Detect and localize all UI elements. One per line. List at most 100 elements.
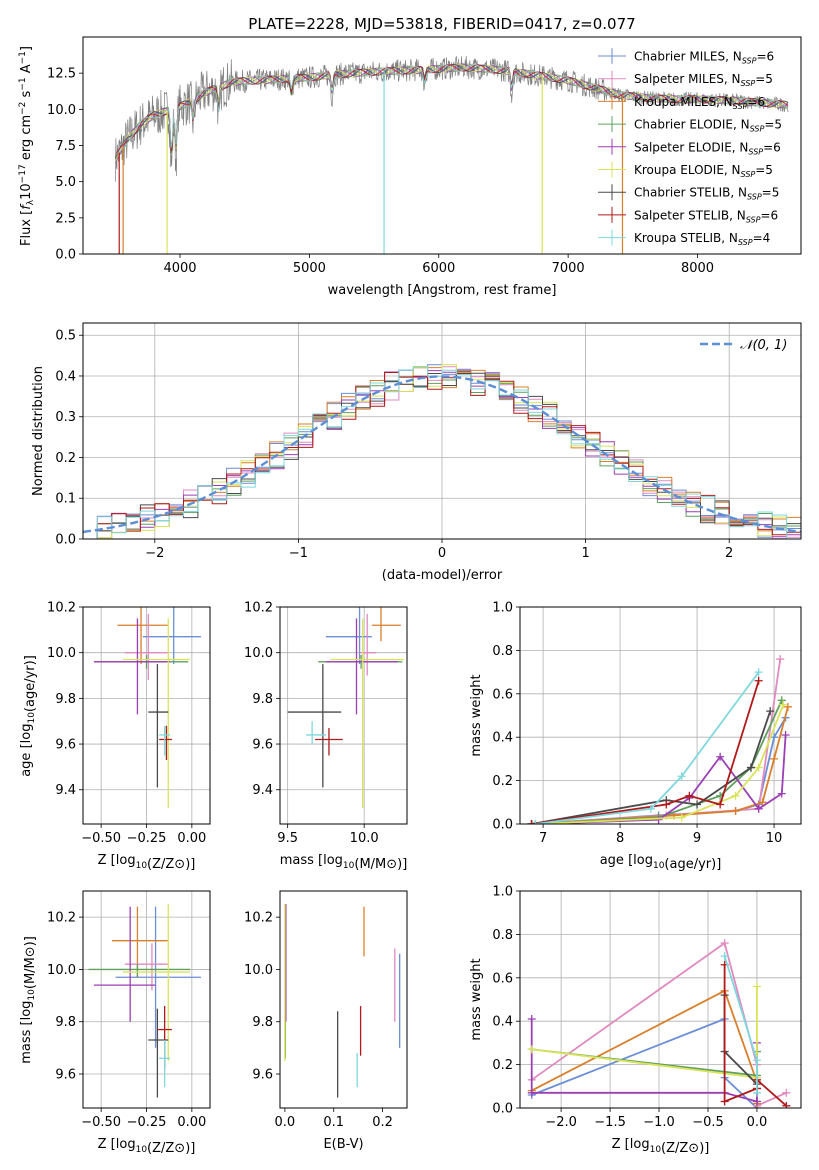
y-axis-label: Normed distribution [31, 366, 46, 496]
y-label-part: −17 [18, 164, 28, 183]
mass-weight-point [720, 939, 729, 948]
y-tick-label: 0.5 [55, 329, 76, 344]
y-tick-label: 9.8 [252, 692, 273, 707]
y-label-part: 10 [19, 183, 34, 200]
legend-label-subscript: SSP [741, 79, 756, 88]
legend-label-part: =6 [760, 208, 778, 222]
legend-label-part: =6 [756, 50, 774, 64]
y-axis-label: mass [log10(M/M⊙)] [19, 936, 38, 1064]
mass-weight-point [527, 820, 536, 824]
label-part: Z [ [98, 1137, 116, 1152]
x-tick-label: −2 [145, 546, 164, 561]
x-tick-label: −1.5 [594, 1115, 626, 1130]
legend-label: Salpeter STELIB, NSSP=6 [634, 208, 778, 224]
mass-weight-line-salpeter-stelib [531, 680, 760, 824]
y-tick-label: 10.2 [244, 911, 273, 926]
mass-weight-line-kroupa-miles [535, 706, 789, 824]
label-part: log [19, 1001, 34, 1021]
label-part: log [116, 853, 136, 868]
y-tick-label: 7.5 [55, 139, 76, 154]
x-tick-label: 0.00 [177, 1115, 206, 1130]
label-subscript: 10 [27, 989, 37, 1001]
legend-label: Salpeter ELODIE, NSSP=6 [634, 140, 781, 156]
y-tick-label: 5.0 [55, 175, 76, 190]
x-axis-label: Z [log10(Z/Z⊙)] [98, 1137, 196, 1156]
y-label-part: f [19, 203, 34, 210]
legend-label-part: =5 [755, 72, 773, 86]
label-part: E(B-V) [323, 1137, 363, 1152]
x-tick-label: 10 [766, 831, 783, 846]
legend-label-normal: 𝒩(0, 1) [740, 338, 787, 353]
y-tick-label: 0.2 [55, 451, 76, 466]
legend-label-subscript: SSP [733, 102, 748, 111]
label-part: log [323, 853, 343, 868]
normal-distribution-line [83, 375, 801, 534]
label-part: log [116, 1137, 136, 1152]
plot-area [527, 939, 791, 1108]
y-tick-label: 0.3 [55, 410, 76, 425]
axes-frame [519, 606, 802, 825]
legend-label-part: =6 [763, 140, 781, 154]
y-tick-label: 9.8 [252, 1015, 273, 1030]
mass-weight-point [531, 820, 540, 824]
x-tick-label: 0.0 [747, 1115, 768, 1130]
y-tick-label: 9.4 [55, 783, 76, 798]
mass-weight-point [752, 1097, 761, 1106]
label-part: age [ [19, 743, 34, 776]
y-tick-label: 1.0 [492, 885, 513, 900]
axes-frame [82, 322, 802, 540]
x-tick-label: 5000 [293, 261, 326, 276]
x-tick-label: 4000 [163, 261, 196, 276]
figure-title: PLATE=2228, MJD=53818, FIBERID=0417, z=0… [248, 15, 635, 33]
x-tick-label: 0.1 [323, 1115, 344, 1130]
x-tick-label: −0.25 [127, 831, 167, 846]
x-tick-label: 9.5 [277, 831, 298, 846]
histogram-salpeter-stelib [83, 372, 801, 539]
mass-weight-vs-metallicity-panel: −2.0 −1.5 −1.0 −0.5 0.0 0.0 0.2 0.4 0.6 0.8 1.0 Z [… [469, 885, 802, 1156]
plot-area [83, 364, 801, 539]
x-axis-label: E(B-V) [323, 1137, 363, 1152]
x-tick-label: 0.0 [275, 1115, 296, 1130]
y-tick-label: 10.0 [47, 103, 76, 118]
mass-weight-point [746, 763, 755, 772]
y-tick-label: 9.6 [55, 738, 76, 753]
label-part: Z [ [612, 1137, 630, 1152]
mass-weight-point [731, 806, 740, 815]
mass-weight-point [527, 1088, 536, 1097]
legend-label-part: Chabrier STELIB, N [634, 186, 747, 200]
mass-weight-point [677, 772, 686, 781]
mass-vs-extinction-panel: 0.0 0.1 0.2 9.6 9.8 10.0 10.2 E(B-V) [244, 890, 408, 1152]
y-tick-label: 0.8 [492, 928, 513, 943]
legend-label: Chabrier STELIB, NSSP=5 [634, 186, 779, 202]
legend-label: Kroupa ELODIE, NSSP=5 [634, 163, 773, 179]
mass-weight-point [782, 1088, 791, 1097]
mass-weight-point [527, 1045, 536, 1054]
label-part: (Z/Z⊙)] [147, 1141, 195, 1156]
x-tick-label: 6000 [422, 261, 455, 276]
legend-label-part: Salpeter ELODIE, N [634, 140, 748, 154]
y-tick-label: 9.6 [55, 1068, 76, 1083]
label-subscript: 10 [653, 861, 665, 871]
y-axis-label: Flux [fλ10−17 erg cm−2 s−1 A−1] [18, 46, 36, 246]
y-tick-label: 10.2 [47, 911, 76, 926]
legend-label-part: =6 [747, 95, 765, 109]
x-axis-label: (data-model)/error [382, 568, 503, 583]
mass-weight-point [716, 752, 725, 761]
x-tick-label: 8000 [681, 261, 714, 276]
legend-label: Salpeter MILES, NSSP=5 [634, 72, 773, 88]
x-tick-label: 0 [438, 546, 446, 561]
y-tick-label: 10.0 [47, 963, 76, 978]
legend-label: Chabrier MILES, NSSP=6 [634, 50, 774, 66]
y-tick-label: 1.0 [492, 601, 513, 616]
mass-weight-point [781, 731, 790, 740]
mass-weight-point [654, 815, 663, 824]
mass-weight-point [754, 804, 763, 813]
label-subscript: 10 [650, 1145, 662, 1155]
mass-weight-point [754, 676, 763, 685]
plot-area [287, 607, 404, 809]
plot-area [88, 904, 201, 1098]
x-axis-label: age [log10(age/yr)] [600, 853, 722, 872]
mass-weight-point [662, 800, 671, 809]
